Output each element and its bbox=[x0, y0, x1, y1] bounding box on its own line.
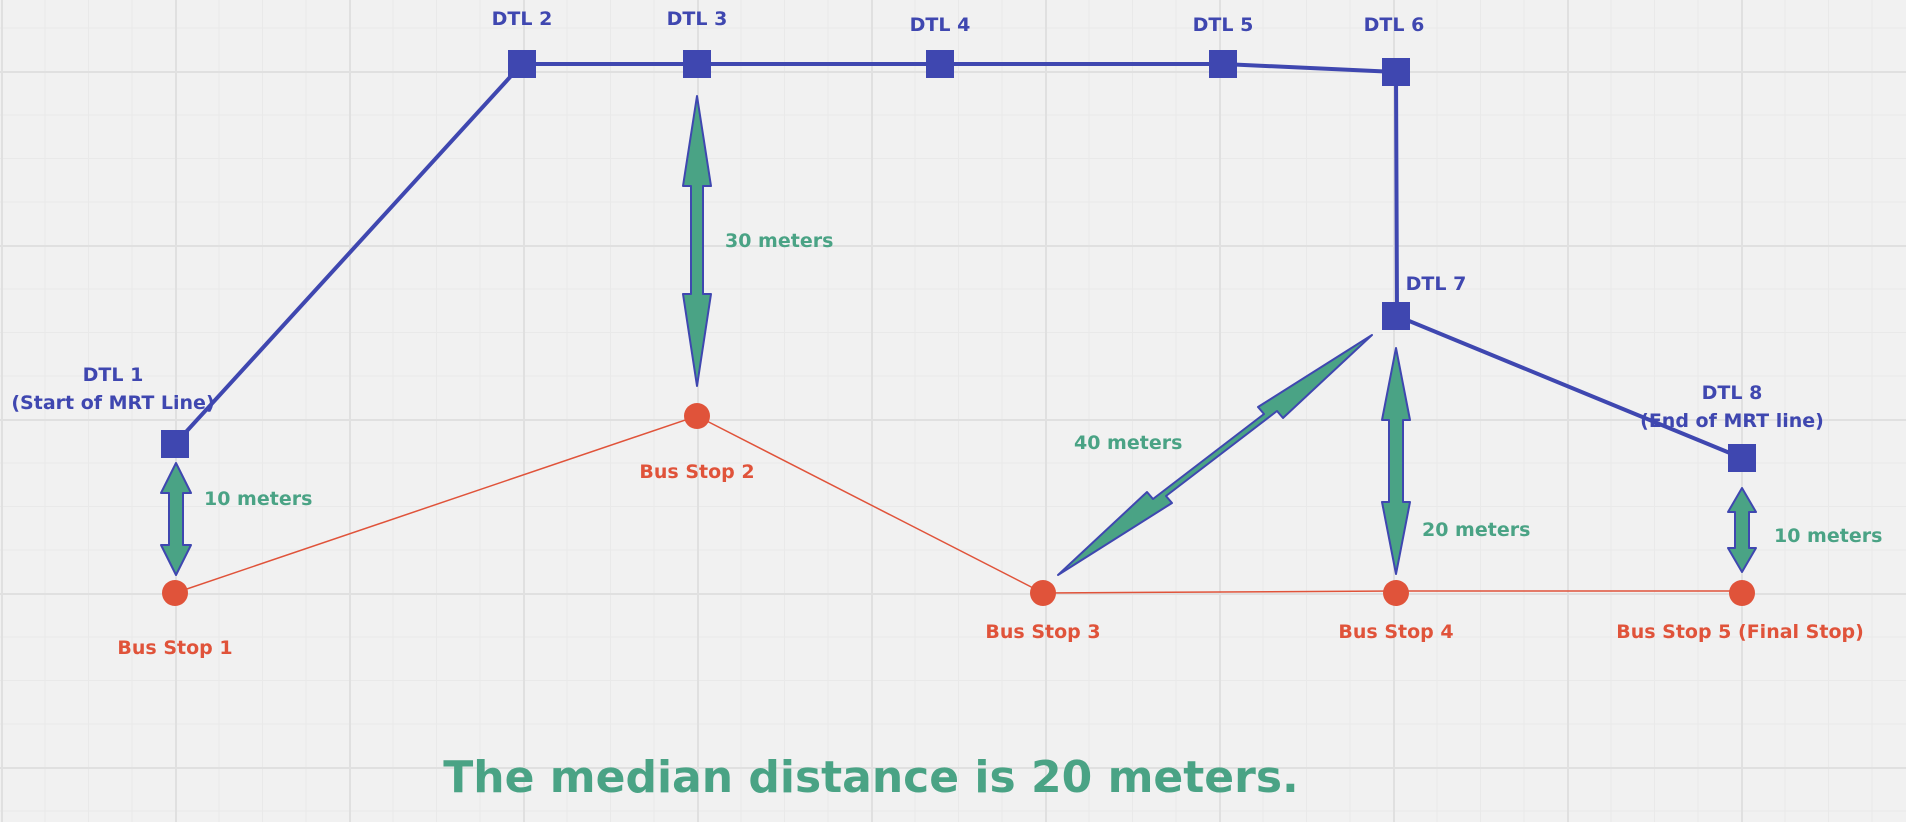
distance-label-dtl7-bus3: 40 meters bbox=[1074, 432, 1183, 454]
mrt-station-label-dtl6: DTL 6 bbox=[1363, 14, 1425, 36]
mrt-station-label-dtl8: DTL 8 (End of MRT line) bbox=[1640, 379, 1824, 435]
bus-stop-markers bbox=[162, 403, 1755, 606]
bus-stop-label-bus2: Bus Stop 2 bbox=[639, 461, 755, 483]
mrt-station-label-dtl3: DTL 3 bbox=[666, 8, 728, 30]
distance-label-dtl7-bus4: 20 meters bbox=[1422, 519, 1531, 541]
bus-stop-marker-bus4 bbox=[1383, 580, 1409, 606]
bus-stop-label-bus4: Bus Stop 4 bbox=[1338, 621, 1454, 643]
bus-stop-label-bus1: Bus Stop 1 bbox=[117, 637, 233, 659]
bus-stop-marker-bus5 bbox=[1729, 580, 1755, 606]
mrt-station-marker-dtl3 bbox=[683, 50, 711, 78]
mrt-station-label-dtl4: DTL 4 bbox=[909, 14, 971, 36]
mrt-station-name: DTL 1 bbox=[82, 364, 144, 386]
mrt-station-label-dtl1: DTL 1 (Start of MRT Line) bbox=[11, 361, 214, 417]
mrt-station-label-dtl5: DTL 5 bbox=[1192, 14, 1254, 36]
bus-route bbox=[174, 415, 1742, 594]
bus-stop-label-bus3: Bus Stop 3 bbox=[985, 621, 1101, 643]
median-distance-caption: The median distance is 20 meters. bbox=[443, 752, 1299, 803]
mrt-station-label-dtl7: DTL 7 bbox=[1405, 273, 1467, 295]
bus-stop-label-bus5: Bus Stop 5 (Final Stop) bbox=[1616, 621, 1864, 643]
bus-stop-marker-bus2 bbox=[684, 403, 710, 429]
distance-label-dtl8-bus5: 10 meters bbox=[1774, 525, 1883, 547]
mrt-station-marker-dtl4 bbox=[926, 50, 954, 78]
bus-stop-marker-bus3 bbox=[1030, 580, 1056, 606]
mrt-station-note: (Start of MRT Line) bbox=[11, 392, 215, 414]
mrt-station-note: (End of MRT line) bbox=[1640, 410, 1824, 432]
mrt-station-marker-dtl8 bbox=[1728, 444, 1756, 472]
mrt-station-marker-dtl6 bbox=[1382, 58, 1410, 86]
distance-label-dtl3-bus2: 30 meters bbox=[725, 230, 834, 252]
distance-arrow-dtl7-bus3 bbox=[1057, 334, 1373, 576]
distance-arrow-dtl3-bus2 bbox=[682, 95, 712, 387]
mrt-station-marker-dtl1 bbox=[161, 430, 189, 458]
distance-arrow-dtl1-bus1 bbox=[160, 462, 192, 576]
mrt-station-marker-dtl5 bbox=[1209, 50, 1237, 78]
mrt-line bbox=[173, 62, 1743, 460]
mrt-station-marker-dtl2 bbox=[508, 50, 536, 78]
mrt-station-name: DTL 8 bbox=[1701, 382, 1763, 404]
mrt-station-markers bbox=[161, 50, 1756, 472]
distance-arrow-dtl7-bus4 bbox=[1381, 347, 1411, 575]
distance-label-dtl1-bus1: 10 meters bbox=[204, 488, 313, 510]
distance-arrows bbox=[160, 95, 1757, 576]
distance-arrow-dtl8-bus5 bbox=[1727, 487, 1757, 573]
mrt-station-label-dtl2: DTL 2 bbox=[491, 8, 553, 30]
mrt-station-marker-dtl7 bbox=[1382, 302, 1410, 330]
bus-stop-marker-bus1 bbox=[162, 580, 188, 606]
